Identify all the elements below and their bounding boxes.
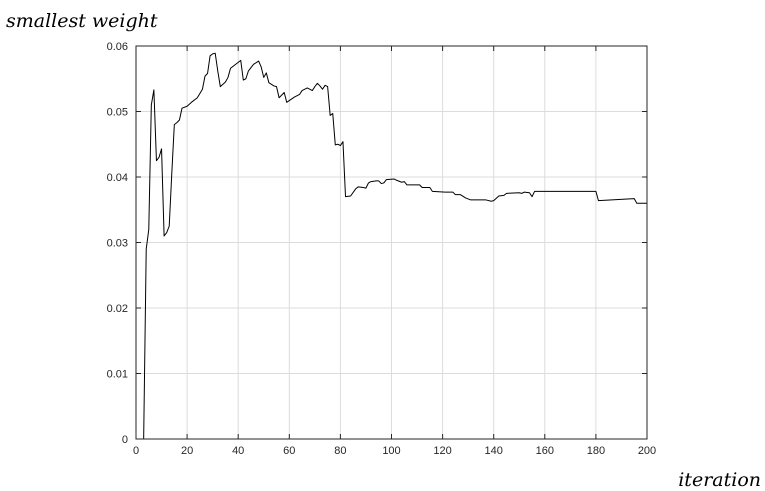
- y-tick-label: 0.01: [107, 369, 128, 381]
- x-tick-label: 20: [181, 445, 193, 457]
- x-tick-label: 0: [133, 445, 139, 457]
- x-axis-label: iteration: [678, 469, 761, 491]
- x-tick-label: 100: [382, 445, 400, 457]
- series-layer: [143, 52, 647, 440]
- y-tick-label: 0.04: [107, 172, 128, 184]
- x-tick-label: 80: [334, 445, 346, 457]
- tick-marks: [135, 45, 648, 440]
- x-tick-label: 120: [433, 445, 451, 457]
- y-tick-label: 0.03: [107, 238, 128, 250]
- y-tick-label: 0.05: [107, 107, 128, 119]
- x-tick-labels: 0 20 40 60 80 100 120 140 160 180 200: [133, 445, 656, 457]
- x-tick-label: 40: [232, 445, 244, 457]
- grid-lines: [136, 46, 647, 439]
- x-tick-label: 60: [283, 445, 295, 457]
- x-tick-label: 140: [485, 445, 503, 457]
- x-tick-label: 160: [536, 445, 554, 457]
- y-tick-labels: 0 0.01 0.02 0.03 0.04 0.05 0.06: [107, 41, 128, 446]
- y-tick-label: 0.02: [107, 303, 128, 315]
- y-axis-label: smallest weight: [6, 10, 158, 32]
- x-tick-label: 200: [638, 445, 656, 457]
- x-tick-label: 180: [587, 445, 605, 457]
- y-tick-label: 0: [122, 434, 128, 446]
- series-line: [143, 52, 647, 440]
- y-tick-label: 0.06: [107, 41, 128, 53]
